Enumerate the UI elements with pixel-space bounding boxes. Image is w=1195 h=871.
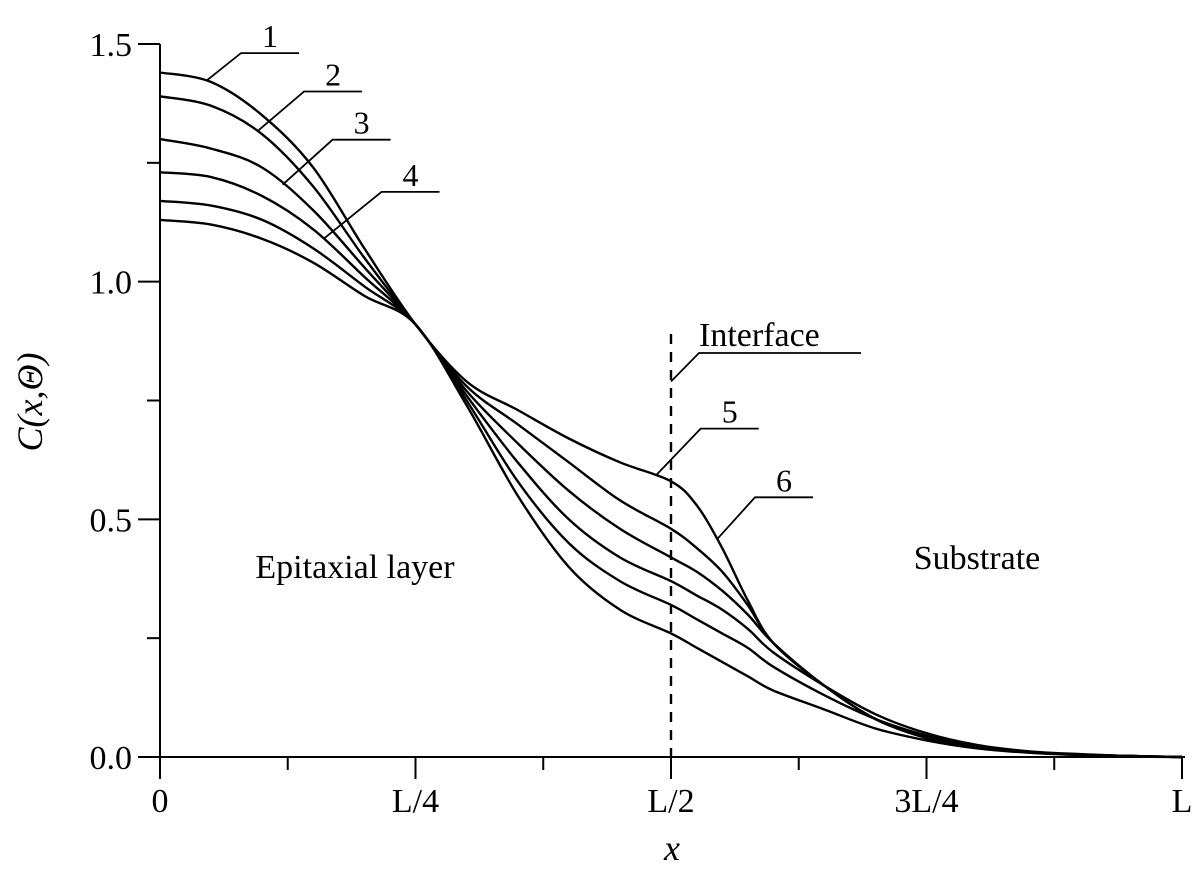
series-leader-4 <box>322 191 440 240</box>
series-leader-1 <box>205 52 299 82</box>
series-leader-6 <box>716 496 813 540</box>
series-label-5: 5 <box>722 394 738 430</box>
x-tick-label: L/4 <box>392 783 439 820</box>
series-label-4: 4 <box>403 157 419 193</box>
y-tick-label: 1.5 <box>90 27 133 64</box>
series-label-1: 1 <box>262 18 278 54</box>
x-tick-label: L/2 <box>647 783 694 820</box>
curves <box>159 71 1183 759</box>
substrate-label: Substrate <box>914 540 1041 577</box>
interface-leader <box>670 352 861 383</box>
series-label-6: 6 <box>776 462 792 498</box>
series-labels: 1 234 5 6 <box>205 18 813 540</box>
x-ticks: 0 L/4 L/2 3L/4 L <box>152 757 1193 820</box>
curve-5 <box>159 199 1183 759</box>
series-label-2: 2 <box>325 57 341 93</box>
y-ticks: 0.0 0.5 1.0 1.5 <box>90 27 160 777</box>
series-leader-5 <box>655 427 759 477</box>
interface-marker: Interface <box>669 317 861 757</box>
y-tick-label: 0.5 <box>90 502 133 539</box>
interface-label: Interface <box>699 317 820 354</box>
x-tick-label: 0 <box>152 783 169 820</box>
y-axis: 0.0 0.5 1.0 1.5 C(x,Θ) <box>10 27 161 777</box>
y-tick-label: 0.0 <box>90 740 133 777</box>
y-axis-label: C(x,Θ) <box>10 353 50 452</box>
x-axis: 0 L/4 L/2 3L/4 L x <box>152 756 1193 868</box>
series-label-3: 3 <box>354 105 370 141</box>
series-leader-3 <box>281 138 391 186</box>
curve-4 <box>159 171 1183 759</box>
y-tick-label: 1.0 <box>90 265 133 302</box>
curve-6 <box>159 218 1183 759</box>
x-axis-label: x <box>663 828 680 868</box>
x-tick-label: L <box>1172 783 1193 820</box>
series-leader-2 <box>256 90 363 133</box>
x-tick-label: 3L/4 <box>894 783 958 820</box>
epitaxial-layer-label: Epitaxial layer <box>255 549 455 586</box>
